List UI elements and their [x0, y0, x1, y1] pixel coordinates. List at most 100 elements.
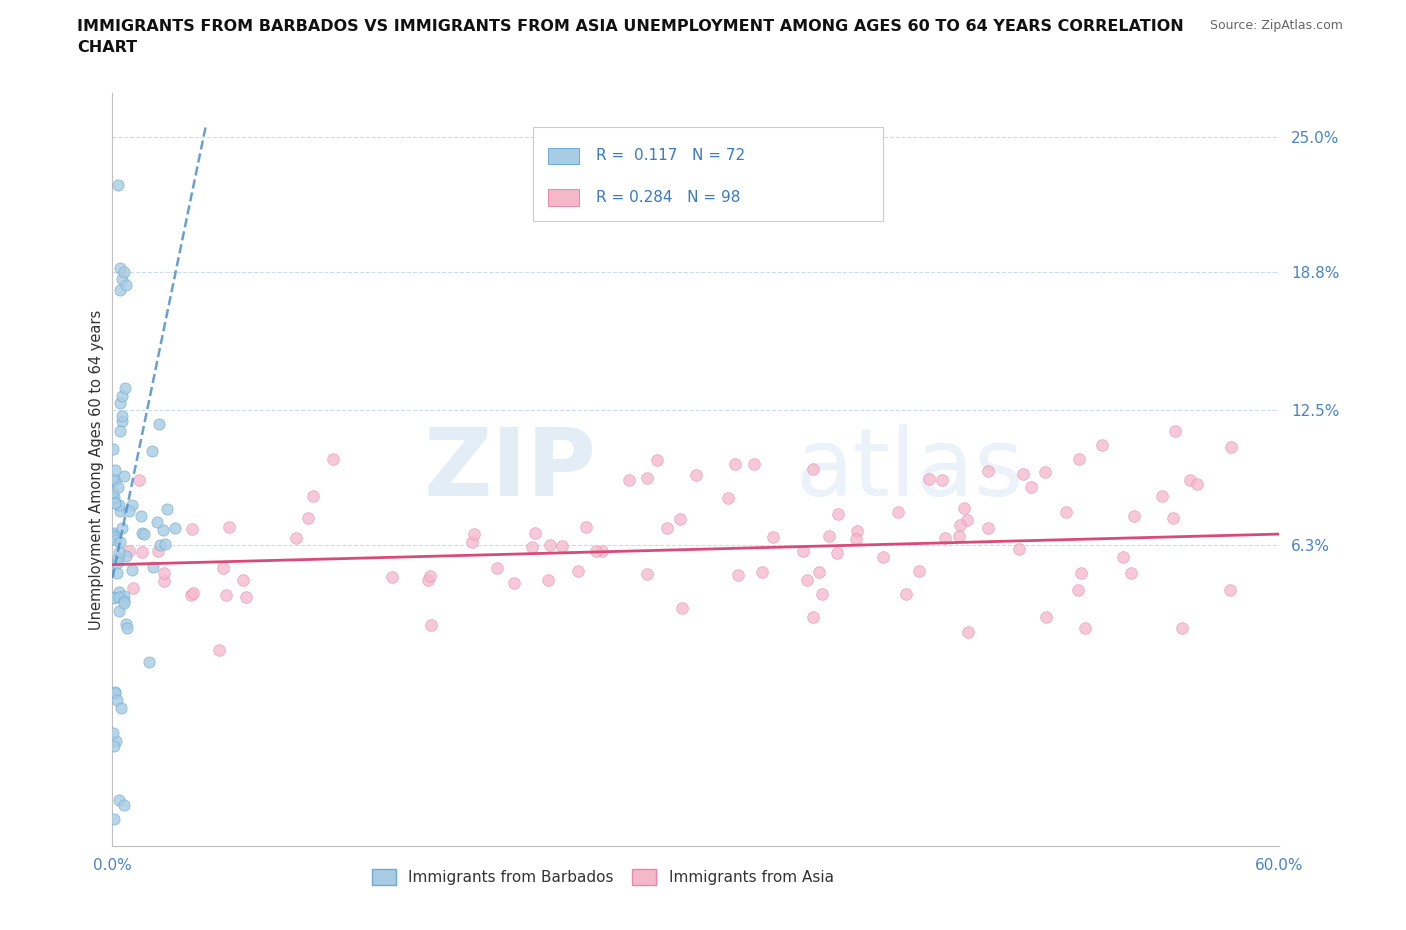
Point	[1163, 424, 1185, 439]
Point	[114, 549, 136, 564]
Point	[1178, 472, 1201, 487]
Point	[907, 564, 929, 578]
Point	[419, 568, 441, 583]
Point	[111, 408, 134, 423]
Point	[807, 565, 830, 579]
Point	[645, 452, 668, 467]
Point	[669, 512, 692, 526]
Point	[655, 521, 678, 536]
Point	[107, 585, 129, 600]
Point	[844, 532, 866, 547]
Point	[418, 573, 440, 588]
Point	[1066, 582, 1088, 597]
FancyBboxPatch shape	[548, 189, 579, 206]
Point	[103, 489, 125, 504]
Point	[105, 733, 128, 748]
Point	[801, 609, 824, 624]
Point	[101, 442, 124, 457]
Point	[636, 566, 658, 581]
Point	[121, 563, 143, 578]
Point	[948, 518, 970, 533]
Point	[463, 527, 485, 542]
Point	[918, 472, 941, 487]
Point	[503, 576, 526, 591]
Point	[1119, 566, 1142, 581]
Point	[218, 520, 240, 535]
Point	[1019, 479, 1042, 494]
Point	[149, 537, 172, 551]
Point	[419, 618, 441, 632]
Point	[108, 504, 131, 519]
Point	[235, 590, 257, 604]
Point	[717, 490, 740, 505]
Point	[1122, 509, 1144, 524]
Point	[128, 472, 150, 487]
Point	[103, 525, 125, 540]
Point	[115, 278, 138, 293]
Point	[977, 520, 1000, 535]
Point	[381, 569, 404, 584]
Point	[121, 498, 143, 512]
Point	[104, 685, 127, 700]
Point	[538, 538, 561, 552]
Text: CHART: CHART	[77, 40, 138, 55]
Point	[461, 535, 484, 550]
Point	[110, 260, 132, 275]
Point	[685, 468, 707, 483]
Point	[1035, 609, 1057, 624]
Point	[1219, 583, 1241, 598]
Point	[1074, 620, 1097, 635]
Point	[887, 504, 910, 519]
Point	[1011, 467, 1033, 482]
Point	[111, 413, 134, 428]
Point	[165, 521, 187, 536]
FancyBboxPatch shape	[548, 148, 579, 165]
Point	[111, 272, 134, 286]
Text: R =  0.117   N = 72: R = 0.117 N = 72	[596, 149, 745, 164]
Point	[724, 457, 747, 472]
Point	[301, 488, 323, 503]
Point	[103, 462, 125, 477]
Point	[585, 543, 607, 558]
Point	[101, 528, 124, 543]
Point	[801, 461, 824, 476]
Point	[796, 573, 818, 588]
Point	[104, 684, 127, 699]
Point	[1054, 504, 1077, 519]
Point	[105, 555, 128, 570]
Point	[152, 523, 174, 538]
Point	[105, 693, 128, 708]
Point	[118, 544, 141, 559]
Point	[115, 621, 138, 636]
Point	[112, 469, 135, 484]
Point	[152, 565, 174, 580]
Point	[896, 587, 918, 602]
Point	[872, 549, 894, 564]
Point	[131, 544, 153, 559]
Point	[1067, 452, 1090, 467]
Point	[153, 574, 176, 589]
Point	[825, 545, 848, 560]
Point	[957, 625, 980, 640]
Point	[671, 601, 693, 616]
Point	[1033, 464, 1056, 479]
Point	[297, 511, 319, 525]
Point	[101, 491, 124, 506]
Point	[1008, 541, 1031, 556]
Point	[103, 590, 125, 604]
Point	[1112, 550, 1135, 565]
Point	[762, 530, 785, 545]
Point	[107, 498, 129, 512]
Point	[948, 528, 970, 543]
Point	[131, 526, 153, 541]
Point	[107, 480, 129, 495]
Point	[115, 617, 138, 631]
Point	[138, 655, 160, 670]
Point	[1161, 512, 1184, 526]
Point	[211, 560, 233, 575]
Point	[105, 565, 128, 580]
Point	[846, 524, 869, 538]
Point	[181, 522, 204, 537]
Point	[104, 495, 127, 510]
Y-axis label: Unemployment Among Ages 60 to 64 years: Unemployment Among Ages 60 to 64 years	[89, 310, 104, 630]
